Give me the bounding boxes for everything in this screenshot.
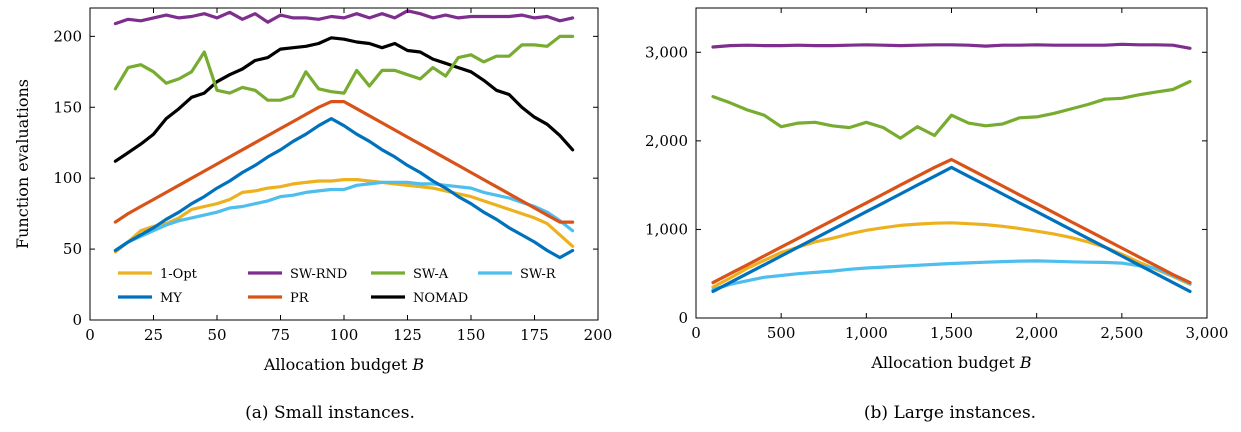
series-line-pr <box>711 157 1192 285</box>
legend-label: SW-R <box>520 267 557 282</box>
y-tick-label: 150 <box>53 98 82 116</box>
x-tick-label: 50 <box>207 326 226 344</box>
y-tick-label: 50 <box>63 240 82 258</box>
y-tick-label: 3,000 <box>645 43 688 61</box>
x-tick-label: 2,500 <box>1100 324 1143 342</box>
y-axis-label: Function evaluations <box>13 79 32 249</box>
x-tick-label: 125 <box>393 326 422 344</box>
y-tick-label: 100 <box>53 169 82 187</box>
x-tick-label: 3,000 <box>1186 324 1229 342</box>
y-tick-label: 200 <box>53 27 82 45</box>
y-tick-label: 2,000 <box>645 132 688 150</box>
x-tick-label: 25 <box>144 326 163 344</box>
figure-caption: (a) Small instances. <box>245 403 415 423</box>
legend-label: MY <box>160 291 182 306</box>
series-line-sw-a <box>113 34 575 102</box>
x-tick-label: 1,000 <box>845 324 888 342</box>
y-tick-label: 0 <box>678 309 688 327</box>
legend: 1-Opt SW-RND SW-A SW-R MY PR NOMAD <box>118 267 557 306</box>
x-tick-label: 200 <box>584 326 613 344</box>
legend-label: NOMAD <box>413 291 468 306</box>
x-tick-label: 0 <box>85 326 95 344</box>
panel-small-instances: 0 25 50 75 100 125 150 175 200 0 50 100 150 200 Alloca… <box>13 7 613 423</box>
legend-label: 1-Opt <box>160 267 198 282</box>
y-tick-label: 1,000 <box>645 220 688 238</box>
panel-large-instances: 0 500 1,000 1,500 2,000 2,500 3,000 0 1,000 2,000… <box>645 7 1229 423</box>
series-line-sw-r <box>113 180 575 253</box>
x-tick-label: 150 <box>457 326 486 344</box>
series-line-sw-rnd <box>711 42 1192 50</box>
series-line-1-opt <box>113 178 575 254</box>
x-tick-label: 75 <box>271 326 290 344</box>
legend-label: SW-A <box>413 267 449 282</box>
figure-caption: (b) Large instances. <box>864 403 1036 423</box>
x-axis-label: Allocation budget B <box>870 353 1032 372</box>
plot-frame <box>695 7 1208 319</box>
x-tick-label: 500 <box>767 324 796 342</box>
series-line-sw-rnd <box>113 9 575 26</box>
x-tick-label: 1,500 <box>930 324 973 342</box>
series-line-sw-r <box>711 259 1192 292</box>
x-tick-label: 0 <box>691 324 701 342</box>
legend-label: SW-RND <box>290 267 347 282</box>
series-line-my <box>711 165 1192 293</box>
y-tick-label: 0 <box>72 311 82 329</box>
x-tick-label: 100 <box>330 326 359 344</box>
x-tick-label: 175 <box>520 326 549 344</box>
x-axis-label: Allocation budget B <box>263 355 425 374</box>
legend-label: PR <box>290 291 310 306</box>
series-line-sw-a <box>711 79 1192 140</box>
x-tick-label: 2,000 <box>1015 324 1058 342</box>
series-line-my <box>113 116 575 260</box>
series-line-nomad <box>113 36 575 163</box>
series-line-pr <box>113 99 575 224</box>
